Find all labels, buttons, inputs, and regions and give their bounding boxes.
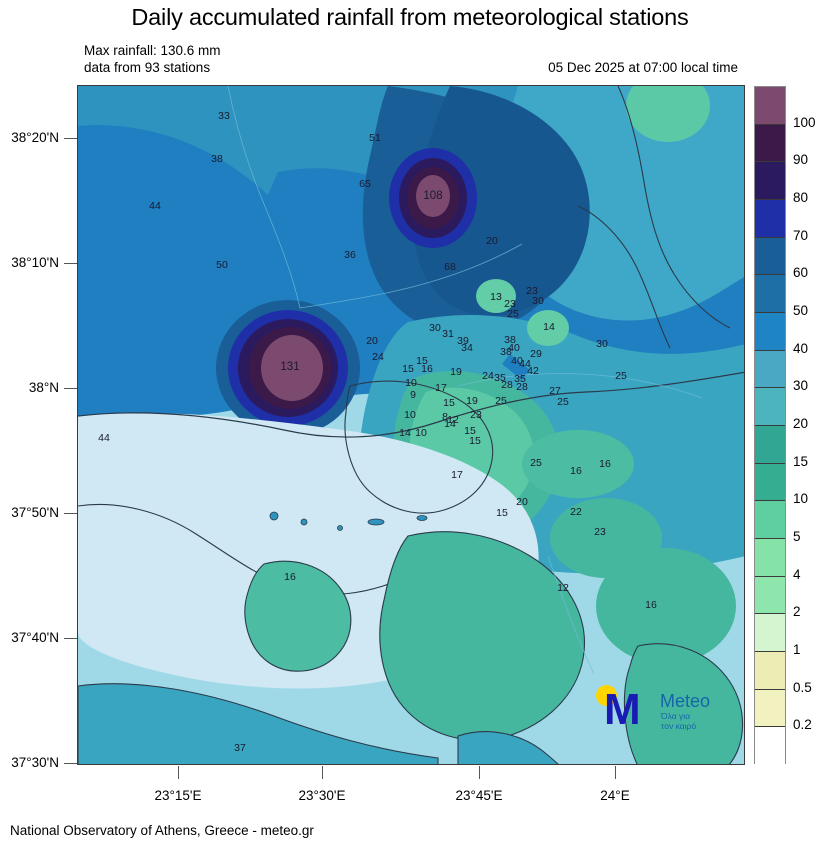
longitude-label: 24°E xyxy=(600,788,630,803)
latitude-label: 38°N xyxy=(28,380,59,395)
meteo-logo: M Meteo Όλα για τον καιρό xyxy=(590,682,738,734)
colorbar-swatch xyxy=(755,237,785,276)
colorbar-tick-label: 100 xyxy=(793,114,816,130)
colorbar-swatch xyxy=(755,275,785,313)
colorbar-swatch xyxy=(755,463,785,502)
admin-border-1 xyxy=(227,86,301,309)
colorbar-tick-label: 90 xyxy=(793,152,809,168)
longitude-tick xyxy=(479,766,480,779)
coastline-attica xyxy=(344,380,494,514)
contour-blob-14 xyxy=(527,310,569,346)
latitude-label: 37°40'N xyxy=(11,630,59,645)
source-credit: National Observatory of Athens, Greece -… xyxy=(10,823,314,838)
admin-border-2 xyxy=(299,243,523,309)
contour-blob-16-se xyxy=(522,430,634,498)
latitude-tick xyxy=(64,638,77,639)
contour-band-60b xyxy=(413,86,590,316)
colorbar-tick-label: 0.2 xyxy=(793,717,812,733)
colorbar-swatch xyxy=(755,614,785,652)
contour-ring-100-north xyxy=(416,175,450,217)
colorbar-swatch xyxy=(755,312,785,351)
colorbar-swatch xyxy=(755,350,785,389)
colorbar-swatch xyxy=(755,501,785,539)
timestamp-annotation: 05 Dec 2025 at 07:00 local time xyxy=(548,60,738,75)
latitude-label: 37°30'N xyxy=(11,755,59,770)
colorbar-tick-label: 40 xyxy=(793,340,809,356)
longitude-tick xyxy=(322,766,323,779)
colorbar-tick-label: 0.5 xyxy=(793,679,812,695)
latitude-tick xyxy=(64,263,77,264)
coastline-central xyxy=(78,371,744,438)
islet-4 xyxy=(367,518,385,526)
coastline-euboea xyxy=(617,86,731,329)
landmass-south-east xyxy=(379,531,586,741)
colorbar-swatch xyxy=(755,576,785,615)
colorbar-swatch xyxy=(755,162,785,200)
colorbar-swatch xyxy=(755,538,785,577)
latitude-tick xyxy=(64,138,77,139)
landmass-island-se xyxy=(623,643,744,764)
colorbar-tick-label: 70 xyxy=(793,227,809,243)
contour-blob-ne xyxy=(626,86,710,142)
map-panel[interactable]: 33 38 44 51 65 108 50 36 68 20 13 23 25 23 30 14 131 20 24… xyxy=(77,85,745,765)
islet-3 xyxy=(337,525,343,531)
colorbar-swatch xyxy=(755,651,785,690)
colorbar-tick-label: 10 xyxy=(793,491,809,507)
latitude-label: 37°50'N xyxy=(11,505,59,520)
longitude-tick xyxy=(178,766,179,779)
colorbar-tick-label: 60 xyxy=(793,265,809,281)
islet-5 xyxy=(416,515,428,521)
logo-mark: M xyxy=(604,685,641,734)
longitude-label: 23°30'E xyxy=(298,788,346,803)
contour-blob-south xyxy=(596,548,736,664)
admin-border-3 xyxy=(457,373,703,399)
colorbar-tick-label: 20 xyxy=(793,416,809,431)
page-title: Daily accumulated rainfall from meteorol… xyxy=(131,4,689,30)
latitude-label: 38°20'N xyxy=(11,130,59,145)
contour-streak-40 xyxy=(502,354,530,380)
contour-ring-100-max xyxy=(261,335,323,401)
colorbar-tick-label: 2 xyxy=(793,604,801,620)
colorbar-swatch xyxy=(755,388,785,426)
islet-2 xyxy=(300,518,308,526)
latitude-tick xyxy=(64,513,77,514)
admin-border-4 xyxy=(547,555,595,675)
colorbar-swatch xyxy=(755,727,785,765)
max-rainfall-annotation: Max rainfall: 130.6 mm data from 93 stat… xyxy=(84,43,221,75)
colorbar-tick-label: 15 xyxy=(793,453,809,469)
rainfall-contour-map xyxy=(78,86,744,764)
colorbar-swatch xyxy=(755,689,785,728)
logo-wordmark: Meteo xyxy=(660,691,711,711)
latitude-label: 38°10'N xyxy=(11,255,59,270)
colorbar-tick-label: 80 xyxy=(793,190,809,205)
colorbar-swatch xyxy=(755,87,785,125)
landmass-bottom xyxy=(78,683,439,764)
coastline-euboea-inner xyxy=(577,205,671,349)
colorbar-tick-label: 4 xyxy=(793,566,801,582)
landmass-bottom-island xyxy=(457,731,559,764)
longitude-label: 23°15'E xyxy=(154,788,202,803)
colorbar-tick-label: 30 xyxy=(793,378,809,394)
longitude-tick xyxy=(615,766,616,779)
coastline-south xyxy=(78,503,405,595)
landmass-island-mid xyxy=(244,560,352,672)
colorbar-tick-label: 5 xyxy=(793,529,801,544)
latitude-tick xyxy=(64,763,77,764)
colorbar-swatch xyxy=(755,425,785,464)
contour-blob-13 xyxy=(476,279,516,313)
colorbar-swatch xyxy=(755,199,785,238)
sun-icon xyxy=(596,685,617,706)
colorbar-tick-label: 50 xyxy=(793,303,809,318)
colorbar-tick-label: 1 xyxy=(793,642,801,657)
longitude-label: 23°45'E xyxy=(455,788,503,803)
latitude-tick xyxy=(64,388,77,389)
logo-tagline: Όλα για τον καιρό xyxy=(661,711,697,731)
islet-1 xyxy=(269,511,279,521)
colorbar[interactable] xyxy=(754,86,786,765)
colorbar-swatch xyxy=(755,124,785,163)
